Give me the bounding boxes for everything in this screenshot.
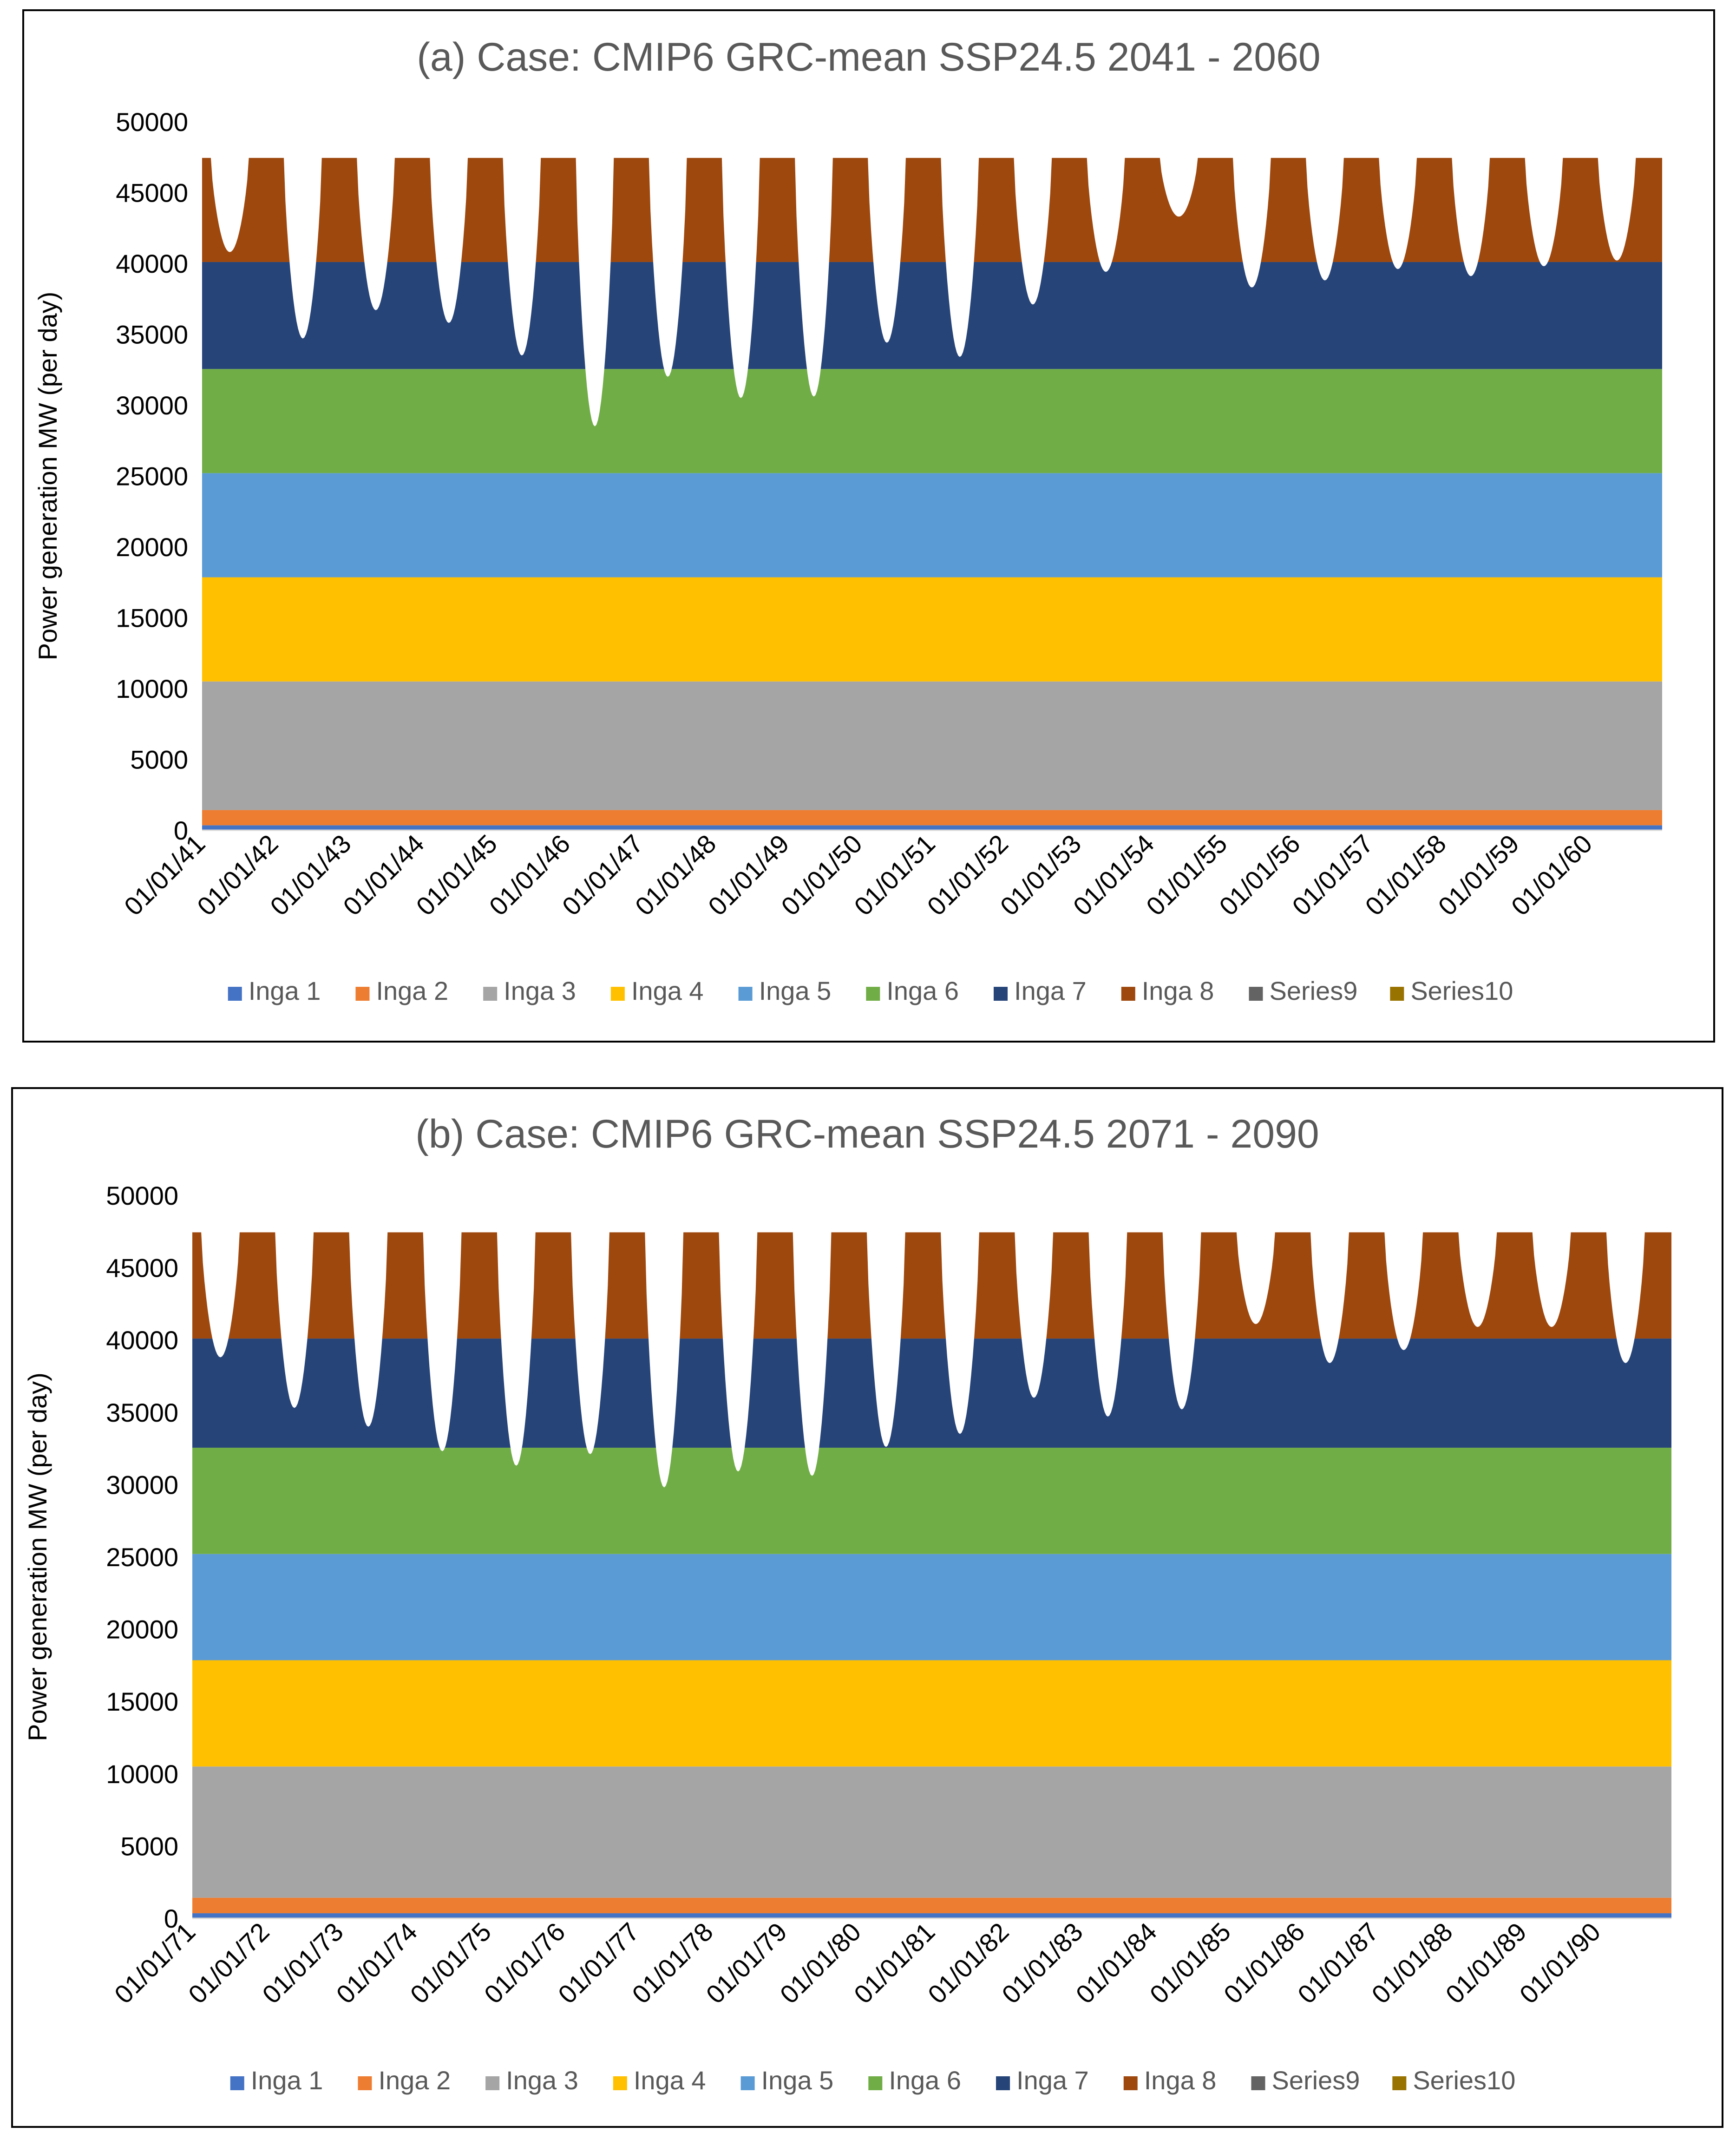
legend-label: Inga 7 [1016,2066,1089,2095]
legend-swatch [740,2076,755,2090]
y-tick-label: 5000 [120,1831,178,1861]
legend-swatch [358,2076,372,2090]
legend-swatch [613,2076,627,2090]
legend-swatch [1251,2076,1265,2090]
legend-label: Inga 6 [886,976,959,1005]
legend-swatch [868,2076,883,2090]
legend-swatch [485,2076,500,2090]
legend-swatch [483,987,498,1001]
y-tick-label: 25000 [116,462,188,491]
y-tick-label: 20000 [106,1615,178,1644]
area-inga-8 [202,157,1662,262]
legend-label: Inga 2 [378,2066,451,2095]
y-tick-label: 0 [174,816,188,845]
y-tick-label: 5000 [130,745,188,774]
y-tick-label: 35000 [116,320,188,349]
y-tick-label: 10000 [116,674,188,703]
legend: Inga 1 Inga 2 Inga 3 Inga 4 Inga 5 Inga 6 Inga… [230,2066,1515,2095]
y-tick-label: 30000 [116,391,188,420]
y-tick-label: 15000 [116,604,188,633]
area-series-group [192,1232,1671,1918]
legend-swatch [866,987,880,1001]
legend-swatch [996,2076,1010,2090]
legend-label: Series10 [1413,2066,1515,2095]
legend-swatch [230,2076,244,2090]
legend-label: Inga 6 [889,2066,961,2095]
y-tick-label: 50000 [106,1181,178,1210]
area-inga-3 [192,1766,1671,1898]
legend-swatch [738,987,753,1001]
legend-label: Series9 [1271,2066,1360,2095]
area-inga-7 [192,1339,1671,1448]
area-inga-8 [192,1232,1671,1339]
legend-swatch [1121,987,1135,1001]
legend-swatch [228,987,242,1001]
legend-label: Inga 2 [376,976,448,1005]
y-tick-label: 20000 [116,532,188,562]
y-tick-label: 50000 [116,107,188,137]
y-tick-label: 40000 [106,1325,178,1355]
chart-title: (b) Case: CMIP6 GRC-mean SSP24.5 2071 - … [415,1112,1319,1156]
chart-title: (a) Case: CMIP6 GRC-mean SSP24.5 2041 - … [417,35,1320,79]
legend-label: Inga 4 [634,2066,706,2095]
area-inga-4 [202,577,1662,682]
area-series-group [202,157,1662,830]
area-inga-7 [202,262,1662,369]
legend-label: Inga 1 [249,976,321,1005]
area-inga-2 [202,810,1662,826]
legend-label: Series10 [1410,976,1513,1005]
legend-label: Inga 5 [761,2066,834,2095]
legend-label: Inga 7 [1014,976,1087,1005]
legend-swatch [994,987,1008,1001]
area-inga-1 [192,1913,1671,1918]
y-tick-label: 35000 [106,1398,178,1427]
y-tick-label: 10000 [106,1759,178,1789]
legend-swatch [1123,2076,1138,2090]
y-tick-label: 45000 [106,1253,178,1283]
y-tick-label: 15000 [106,1687,178,1716]
legend-label: Inga 1 [251,2066,323,2095]
y-tick-label: 25000 [106,1542,178,1572]
y-axis-label: Power generation MW (per day) [33,292,62,661]
area-inga-3 [202,681,1662,810]
legend-label: Inga 3 [506,2066,578,2095]
area-inga-4 [192,1660,1671,1767]
legend-swatch [1392,2076,1407,2090]
area-inga-6 [192,1448,1671,1554]
y-axis-label: Power generation MW (per day) [23,1372,52,1741]
y-tick-label: 40000 [116,249,188,278]
chart-panel-a: (a) Case: CMIP6 GRC-mean SSP24.5 2041 - … [22,9,1715,1043]
legend-label: Series9 [1269,976,1357,1005]
legend-label: Inga 8 [1142,976,1214,1005]
chart-panel-b: (b) Case: CMIP6 GRC-mean SSP24.5 2071 - … [11,1087,1723,2128]
area-inga-5 [192,1554,1671,1660]
legend-swatch [610,987,625,1001]
area-inga-2 [192,1897,1671,1914]
area-inga-5 [202,473,1662,577]
area-inga-6 [202,369,1662,473]
y-tick-label: 0 [164,1904,178,1933]
legend-label: Inga 3 [504,976,576,1005]
legend-swatch [1249,987,1263,1001]
y-tick-label: 45000 [116,178,188,208]
legend-swatch [355,987,370,1001]
area-inga-1 [202,825,1662,830]
y-tick-label: 30000 [106,1470,178,1499]
legend-swatch [1390,987,1404,1001]
legend-label: Inga 4 [631,976,704,1005]
legend-label: Inga 8 [1144,2066,1217,2095]
legend: Inga 1 Inga 2 Inga 3 Inga 4 Inga 5 Inga 6 Inga… [228,976,1513,1005]
legend-label: Inga 5 [759,976,832,1005]
